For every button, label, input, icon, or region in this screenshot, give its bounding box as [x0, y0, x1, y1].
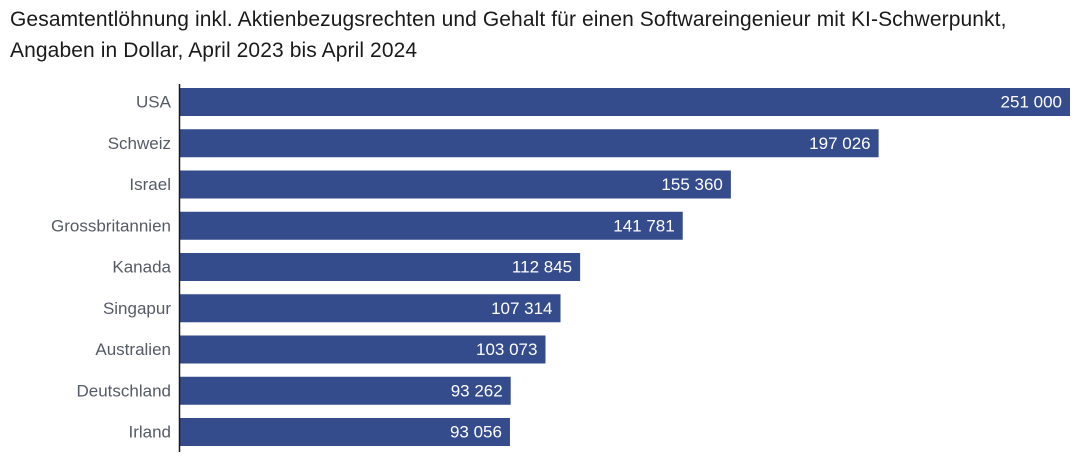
value-label-kanada: 112 845 [512, 258, 572, 277]
value-label-singapur: 107 314 [491, 299, 552, 318]
value-label-usa: 251 000 [1001, 93, 1062, 112]
bar-australien [180, 335, 546, 364]
category-label-singapur: Singapur [103, 299, 171, 318]
category-label-kanada: Kanada [112, 258, 171, 277]
category-label-irland: Irland [128, 423, 171, 442]
bar-grossbritannien [180, 211, 683, 240]
bar-schweiz [180, 129, 879, 158]
bar-usa [180, 88, 1070, 116]
chart-title: Gesamtentlöhnung inkl. Aktienbezugsrecht… [10, 8, 1007, 62]
category-labels: USA Schweiz Israel Grossbritannien Kanada Sin… [51, 93, 172, 442]
bar-deutschland [180, 376, 511, 405]
category-label-australien: Australien [95, 340, 171, 359]
value-label-israel: 155 360 [661, 175, 722, 194]
category-label-usa: USA [136, 93, 172, 112]
value-label-schweiz: 197 026 [809, 134, 870, 153]
category-label-israel: Israel [129, 175, 171, 194]
value-label-grossbritannien: 141 781 [613, 216, 674, 235]
value-labels: 251 000 197 026 155 360 141 781 112 845 107 3… [450, 93, 1062, 442]
category-label-deutschland: Deutschland [76, 381, 171, 400]
value-label-australien: 103 073 [476, 340, 537, 359]
category-label-schweiz: Schweiz [108, 134, 171, 153]
bar-irland [180, 418, 510, 446]
bar-israel [180, 170, 731, 199]
bar-singapur [180, 294, 561, 323]
bar-kanada [180, 253, 581, 281]
bars-layer [180, 88, 1070, 446]
value-label-deutschland: 93 262 [451, 381, 503, 400]
value-label-irland: 93 056 [450, 423, 502, 442]
category-label-grossbritannien: Grossbritannien [51, 216, 171, 235]
